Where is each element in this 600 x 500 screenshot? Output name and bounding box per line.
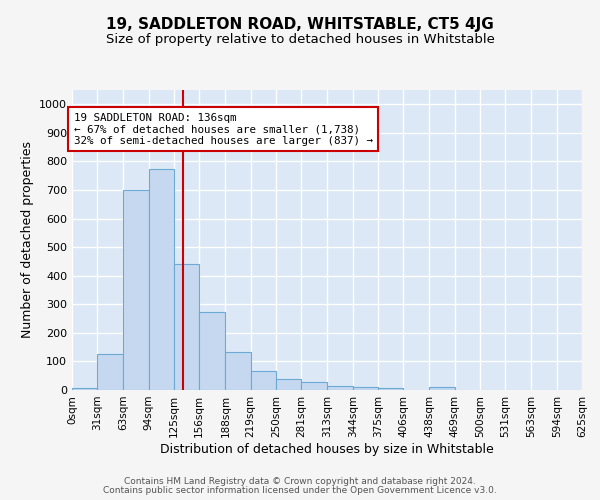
Bar (353, 386, 378, 390)
Text: 19 SADDLETON ROAD: 136sqm
← 67% of detached houses are smaller (1,738)
32% of se: 19 SADDLETON ROAD: 136sqm ← 67% of detac… (74, 113, 373, 146)
Bar (149, 168, 174, 390)
Text: 19, SADDLETON ROAD, WHITSTABLE, CT5 4JG: 19, SADDLETON ROAD, WHITSTABLE, CT5 4JG (106, 18, 494, 32)
Text: Size of property relative to detached houses in Whitstable: Size of property relative to detached ho… (106, 32, 494, 46)
Bar (430, 387, 455, 390)
Bar (226, 352, 251, 390)
Bar (199, 312, 226, 390)
X-axis label: Distribution of detached houses by size in Whitstable: Distribution of detached houses by size … (160, 442, 494, 456)
Bar (72, 388, 97, 390)
Bar (301, 382, 328, 390)
Text: Contains public sector information licensed under the Open Government Licence v3: Contains public sector information licen… (103, 486, 497, 495)
Bar (97, 354, 124, 390)
Bar (276, 378, 301, 390)
Bar (124, 190, 149, 390)
Bar (174, 264, 199, 390)
Bar (251, 370, 276, 390)
Y-axis label: Number of detached properties: Number of detached properties (20, 142, 34, 338)
Bar (378, 388, 403, 390)
Text: Contains HM Land Registry data © Crown copyright and database right 2024.: Contains HM Land Registry data © Crown c… (124, 477, 476, 486)
Bar (328, 386, 353, 390)
